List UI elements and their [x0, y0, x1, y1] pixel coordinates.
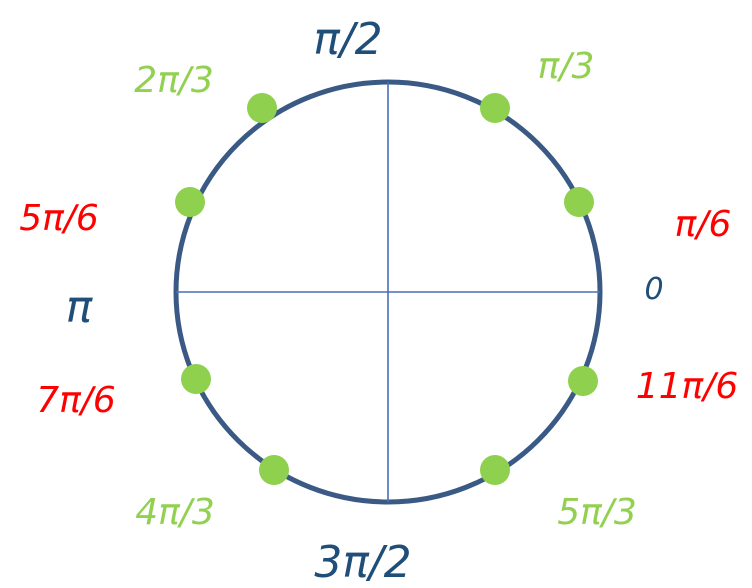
- label-pi-over-3: π/3: [538, 46, 595, 87]
- label-11pi-over-6: 11π/6: [636, 366, 739, 407]
- point-4pi-over-3: [259, 455, 289, 485]
- label-pi-over-6: π/6: [675, 204, 732, 245]
- point-11pi-over-6: [568, 366, 598, 396]
- point-5pi-over-6: [175, 187, 205, 217]
- point-2pi-over-3: [247, 93, 277, 123]
- point-pi-over-3: [480, 93, 510, 123]
- label-4pi-over-3: 4π/3: [135, 492, 215, 533]
- label-2pi-over-3: 2π/3: [134, 60, 214, 101]
- point-pi-over-6: [564, 187, 594, 217]
- label-zero: 0: [644, 272, 663, 307]
- point-5pi-over-3: [480, 455, 510, 485]
- label-3pi-over-2: 3π/2: [314, 537, 411, 588]
- label-7pi-over-6: 7π/6: [36, 380, 116, 421]
- label-5pi-over-3: 5π/3: [557, 492, 637, 533]
- label-pi: π: [66, 282, 94, 333]
- label-5pi-over-6: 5π/6: [19, 198, 99, 239]
- point-7pi-over-6: [181, 364, 211, 394]
- label-pi-over-2: π/2: [313, 14, 382, 65]
